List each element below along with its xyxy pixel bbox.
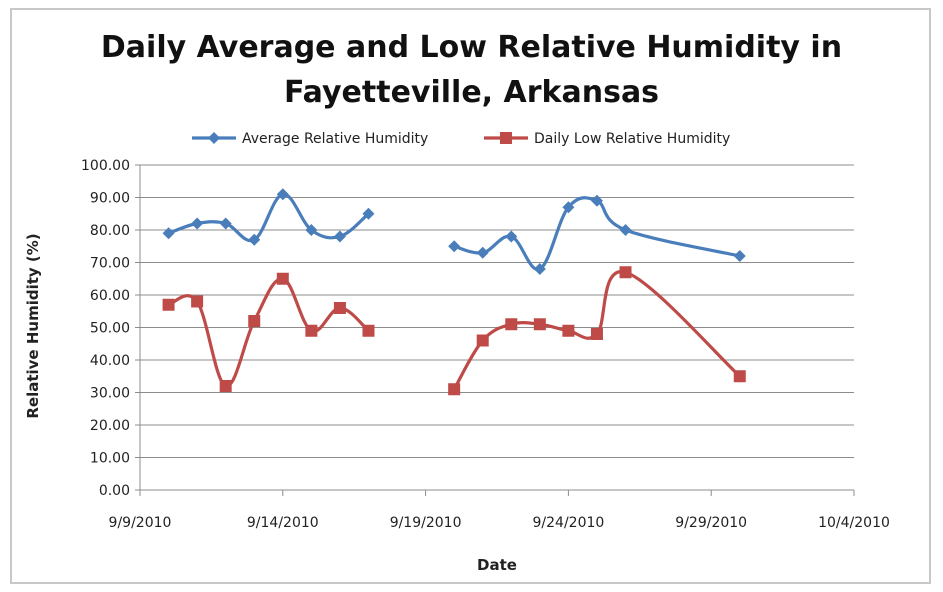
x-tick-label: 9/24/2010 [533,515,605,531]
data-point-square [733,370,746,383]
data-point-square [505,318,518,331]
y-tick-label: 30.00 [90,386,130,402]
data-point-diamond [248,233,261,246]
data-point-square [248,315,261,327]
legend-label: Average Relative Humidity [242,131,428,147]
axes: 0.00 10.00 20.00 30.00 40.00 50.00 60.00 70.00 8… [81,158,890,531]
y-tick-label: 50.00 [90,321,130,337]
chart-title-line-1: Daily Average and Low Relative Humidity … [100,30,843,65]
data-point-diamond [219,217,232,230]
data-point-square [305,324,318,337]
data-point-diamond [305,224,318,236]
data-point-diamond [562,201,575,214]
data-point-diamond [505,230,518,243]
data-point-diamond [476,246,489,259]
x-tick-label: 9/14/2010 [247,515,319,531]
data-point-diamond [162,227,175,240]
y-tick-label: 80.00 [90,223,130,239]
data-point-square [562,324,575,337]
data-point-square [476,334,489,347]
data-point-square [590,328,603,340]
data-point-diamond [362,207,375,220]
data-point-square [162,298,175,311]
y-tick-label: 10.00 [90,451,130,467]
data-point-diamond [191,217,204,230]
data-point-square [619,266,632,279]
data-point-diamond [733,250,746,262]
data-point-square [533,318,546,331]
series-average [162,188,746,275]
data-point-diamond [619,224,632,236]
x-axis-label: Date [477,556,517,574]
y-tick-label: 40.00 [90,353,130,369]
y-tick-label: 90.00 [90,191,130,207]
legend: Average Relative Humidity Daily Low Relat… [192,131,730,147]
data-point-square [219,380,232,392]
x-tick-label: 9/9/2010 [109,515,172,531]
data-point-diamond [448,240,461,253]
data-point-diamond [533,263,546,275]
x-tick-label: 9/19/2010 [390,515,462,531]
series-lines [162,188,746,396]
y-tick-label: 100.00 [81,158,130,174]
y-axis-label: Relative Humidity (%) [24,233,42,418]
y-tick-label: 60.00 [90,288,130,304]
gridlines [140,164,854,458]
legend-item: Average Relative Humidity [192,131,428,147]
data-point-diamond [590,194,603,207]
data-point-diamond [208,132,220,144]
data-point-diamond [276,188,289,201]
data-point-square [333,302,346,314]
data-point-square [276,272,289,285]
y-tick-label: 0.00 [99,483,130,499]
legend-item: Daily Low Relative Humidity [484,131,730,147]
data-point-square [362,324,375,337]
legend-label: Daily Low Relative Humidity [534,131,730,147]
y-tick-label: 70.00 [90,256,130,272]
y-tick-label: 20.00 [90,418,130,434]
data-point-square [191,295,204,308]
series-line [453,196,741,271]
data-point-square [500,132,512,144]
data-point-diamond [333,230,346,243]
data-point-square [448,383,461,396]
chart-title-line-2: Fayetteville, Arkansas [283,75,660,110]
x-tick-label: 9/29/2010 [675,515,747,531]
series-daily-low [162,266,746,396]
chart-frame [10,8,931,584]
x-tick-label: 10/4/2010 [818,515,890,531]
